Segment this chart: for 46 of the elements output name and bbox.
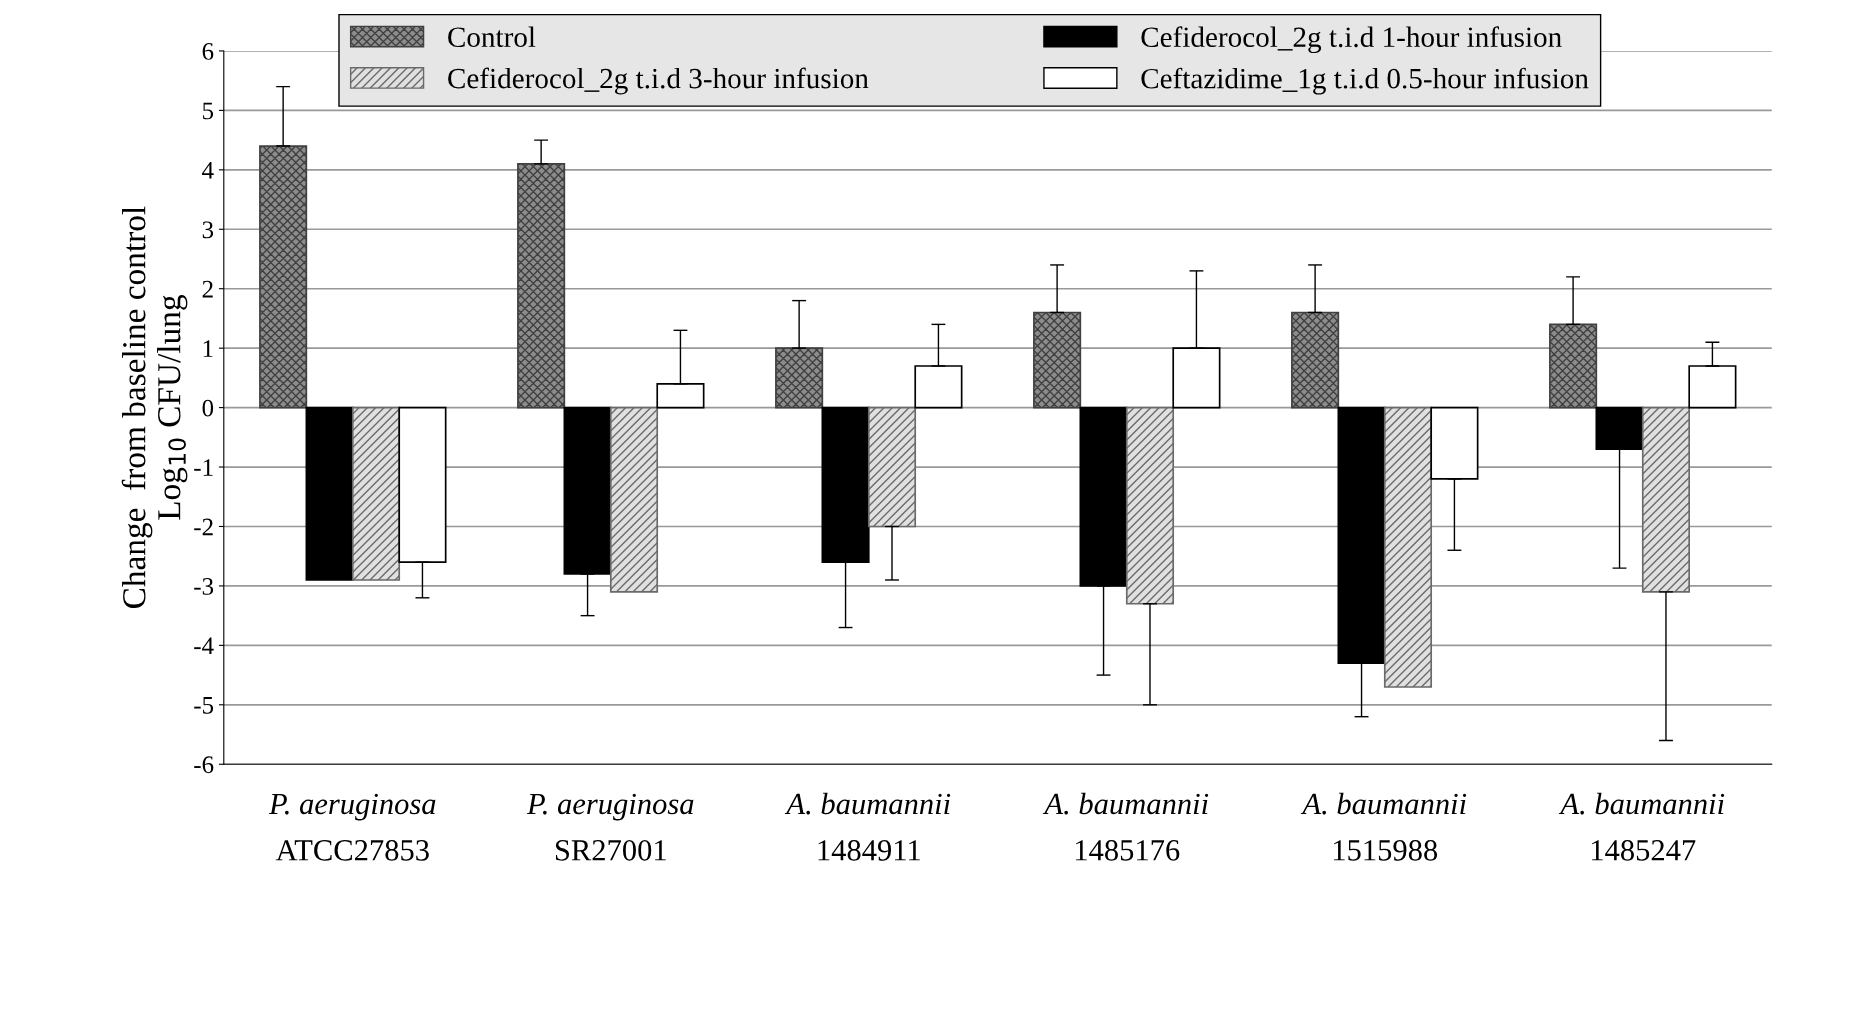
- y-tick-label: 2: [202, 280, 213, 298]
- y-axis-title: Change from baseline control Log$_{10}$ CFU/lung: [121, 206, 188, 609]
- bar: [775, 347, 824, 409]
- x-tick-label: P. aeruginosa ATCC27853: [268, 793, 436, 861]
- bar: [1549, 323, 1598, 409]
- y-tick-label: -3: [194, 578, 214, 595]
- bar: [867, 406, 917, 528]
- bar: [305, 406, 354, 581]
- bar: [609, 406, 659, 593]
- y-tick-label: -4: [194, 637, 214, 655]
- bar: [1383, 406, 1433, 688]
- bar: [1125, 406, 1175, 605]
- bar: [656, 382, 705, 409]
- bar: [398, 406, 447, 563]
- x-tick-label: A. baumannii 1485176: [1042, 792, 1209, 861]
- bar: [821, 406, 870, 563]
- bar: [1291, 311, 1340, 409]
- legend-label: Ceftazidime_1g t.i.d 0.5-hour infusion: [1141, 67, 1589, 95]
- y-tick-label: 3: [202, 221, 214, 239]
- y-tick-label: 1: [203, 340, 213, 357]
- x-tick-label: A. baumannii 1515988: [1300, 792, 1467, 861]
- bar: [1172, 347, 1221, 409]
- bar: [1688, 365, 1737, 409]
- x-tick-label: A. baumannii 1484911: [784, 792, 951, 861]
- x-tick-label: A. baumannii 1485247: [1558, 792, 1725, 861]
- bar: [1641, 406, 1691, 593]
- y-tick-label: 5: [203, 102, 214, 120]
- y-tick-label: -5: [194, 697, 214, 714]
- x-tick-label: P. aeruginosa SR27001: [526, 793, 694, 861]
- y-tick-label: 4: [202, 162, 214, 179]
- y-tick-label: 0: [202, 399, 214, 417]
- y-tick-label: -6: [194, 756, 214, 774]
- bar: [517, 163, 566, 409]
- y-tick-label: 6: [202, 43, 214, 60]
- legend-label: Cefiderocol_2g t.i.d 3-hour infusion: [448, 67, 869, 95]
- bar: [259, 145, 308, 409]
- bar: [1079, 406, 1128, 587]
- y-tick-label: -1: [194, 459, 213, 476]
- bar: [914, 365, 963, 409]
- bar: [351, 406, 401, 581]
- legend-label: Cefiderocol_2g t.i.d 1-hour infusion: [1141, 26, 1562, 54]
- legend-label: Control: [448, 26, 536, 48]
- bar: [563, 406, 612, 575]
- bar: [1430, 406, 1479, 480]
- bar: [1033, 311, 1082, 409]
- y-tick-label: -2: [194, 518, 213, 536]
